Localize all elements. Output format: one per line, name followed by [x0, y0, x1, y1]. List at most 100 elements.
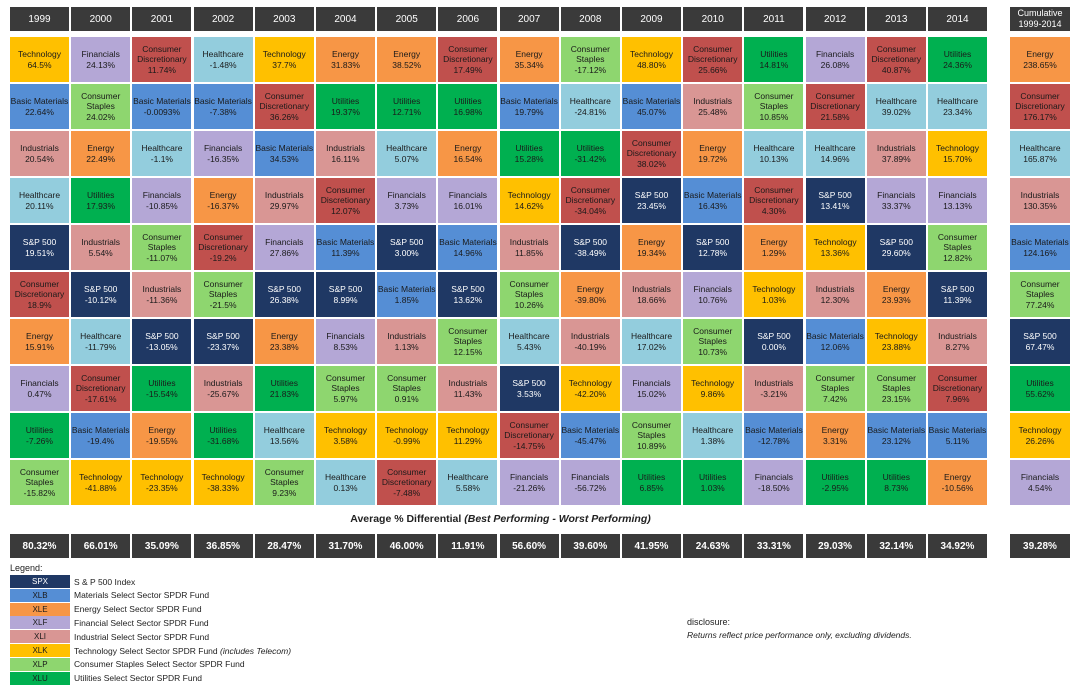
return-value: 8.27% [945, 341, 970, 352]
sector-label: Consumer Discretionary [932, 372, 983, 394]
return-value: 13.13% [943, 200, 972, 211]
return-value: -40.19% [574, 341, 607, 352]
cell-2007-consumer-discretionary: Consumer Discretionary -14.75% [499, 413, 559, 458]
legend-item-xli: XLI Industrial Select Sector SPDR Fund [10, 630, 210, 644]
cell-2000-industrials: Industrials 5.54% [71, 225, 131, 270]
cell-2014-industrials: Industrials 8.27% [928, 319, 987, 364]
cell-2014-financials: Financials 13.13% [928, 178, 987, 223]
sector-label: Financials [815, 49, 855, 59]
cell-2002-technology: Technology -38.33% [193, 460, 253, 505]
return-value: 77.24% [1025, 299, 1055, 310]
sector-label: Industrials [264, 190, 304, 200]
sector-label: Basic Materials [71, 425, 130, 435]
cell-2007-sandp-500: S&P 500 3.53% [499, 366, 559, 411]
legend-item-xle: XLE Energy Select Sector SPDR Fund [10, 602, 202, 616]
legend-label: Industrial Select Sector SPDR Fund [74, 631, 210, 642]
sector-label: Consumer Staples [693, 325, 733, 347]
cell-2009-sandp-500: S&P 500 23.45% [622, 178, 681, 223]
sector-label: Financials [693, 284, 732, 294]
sector-label: Technology [385, 425, 429, 435]
avg-subtitle-text: (Best Performing - Worst Performing) [464, 513, 651, 525]
cell-2011-utilities: Utilities 14.81% [744, 37, 804, 82]
sector-label: Basic Materials [194, 96, 252, 106]
return-value: -1.48% [209, 59, 237, 70]
return-value: 36.26% [269, 111, 299, 122]
cell-2005-healthcare: Healthcare 5.07% [377, 131, 437, 176]
cell-2012-sandp-500: S&P 500 13.41% [805, 178, 865, 223]
sector-label: Utilities [637, 472, 666, 482]
cell-2006-industrials: Industrials 11.43% [438, 366, 498, 411]
return-value: -23.35% [146, 482, 178, 493]
cell-2013-consumer-staples: Consumer Staples 23.15% [866, 366, 926, 411]
sector-label: S&P 500 [695, 237, 730, 247]
return-value: 14.81% [759, 59, 789, 70]
sector-label: Financials [1020, 472, 1060, 482]
sector-label: Basic Materials [928, 425, 987, 435]
avg-diff-1999: 80.32% [10, 534, 69, 558]
avg-diff-2012: 29.03% [805, 534, 865, 558]
cell-2011-industrials: Industrials -3.21% [744, 366, 804, 411]
sector-label: Healthcare [753, 143, 795, 153]
cell-2011-consumer-discretionary: Consumer Discretionary 4.30% [744, 178, 804, 223]
cell-2011-financials: Financials -18.50% [744, 460, 804, 505]
avg-diff-2003: 28.47% [254, 534, 314, 558]
cell-2001-basic-materials: Basic Materials -0.0093% [132, 84, 192, 129]
year-header-2005: 2005 [377, 7, 437, 31]
avg-diff-2009: 41.95% [622, 534, 681, 558]
sector-label: S&P 500 [634, 190, 669, 200]
return-value: -0.99% [393, 435, 421, 446]
sector-label: Energy [332, 49, 359, 59]
cell-2002-consumer-discretionary: Consumer Discretionary -19.2% [193, 225, 253, 270]
cell-2008-energy: Energy -39.80% [560, 272, 620, 317]
sector-label: Industrials [693, 96, 733, 106]
return-value: 23.34% [943, 106, 972, 117]
avg-diff-2014: 34.92% [928, 534, 987, 558]
cell-2006-technology: Technology 11.29% [438, 413, 498, 458]
return-value: -31.68% [207, 435, 239, 446]
sector-label: Utilities [760, 49, 788, 59]
cell-2010-energy: Energy 19.72% [683, 131, 743, 176]
return-value: 5.43% [517, 341, 542, 352]
sector-label: Financials [448, 190, 488, 200]
cell-1999-utilities: Utilities -7.26% [10, 413, 69, 458]
sector-label: Consumer Discretionary [749, 184, 799, 206]
sector-label: Utilities [209, 425, 237, 435]
return-value: -38.49% [574, 247, 607, 258]
cell-2009-energy: Energy 19.34% [622, 225, 681, 270]
sector-label: Utilities [943, 49, 972, 59]
sector-label: Technology [691, 378, 735, 388]
return-value: 29.60% [881, 247, 911, 258]
return-value: 34.53% [269, 153, 299, 164]
cell-2012-basic-materials: Basic Materials 12.06% [805, 319, 865, 364]
cell-2000-basic-materials: Basic Materials -19.4% [71, 413, 131, 458]
sector-label: Utilities [270, 378, 298, 388]
return-value: 16.11% [331, 153, 360, 164]
return-value: 11.43% [453, 388, 482, 399]
return-value: 31.83% [331, 59, 360, 70]
sector-label: Energy [515, 49, 543, 59]
sector-label: Basic Materials [745, 425, 803, 435]
sector-label: S&P 500 [512, 378, 546, 388]
return-value: 11.85% [514, 247, 544, 258]
sector-label: Industrials [1020, 190, 1060, 200]
return-value: 38.02% [637, 158, 666, 169]
return-value: 1.29% [761, 247, 786, 258]
return-value: -16.37% [207, 200, 239, 211]
return-value: -17.61% [84, 393, 117, 404]
cell-2003-utilities: Utilities 21.83% [254, 366, 314, 411]
return-value: 5.54% [88, 247, 113, 258]
cell-2006-financials: Financials 16.01% [438, 178, 498, 223]
sector-label: Utilities [86, 190, 115, 200]
return-value: -38.33% [207, 482, 239, 493]
return-value: 35.34% [514, 59, 544, 70]
return-value: 1.38% [700, 435, 725, 446]
cell-2007-healthcare: Healthcare 5.43% [499, 319, 559, 364]
cell-2003-consumer-staples: Consumer Staples 9.23% [254, 460, 314, 505]
sector-label: Consumer Discretionary [565, 184, 616, 206]
return-value: 16.01% [453, 200, 483, 211]
sector-label: Healthcare [447, 472, 489, 482]
cell-2012-utilities: Utilities -2.95% [805, 460, 865, 505]
return-value: 12.71% [392, 106, 422, 117]
sector-label: Industrials [632, 284, 671, 294]
legend-code: XLE [10, 602, 70, 616]
